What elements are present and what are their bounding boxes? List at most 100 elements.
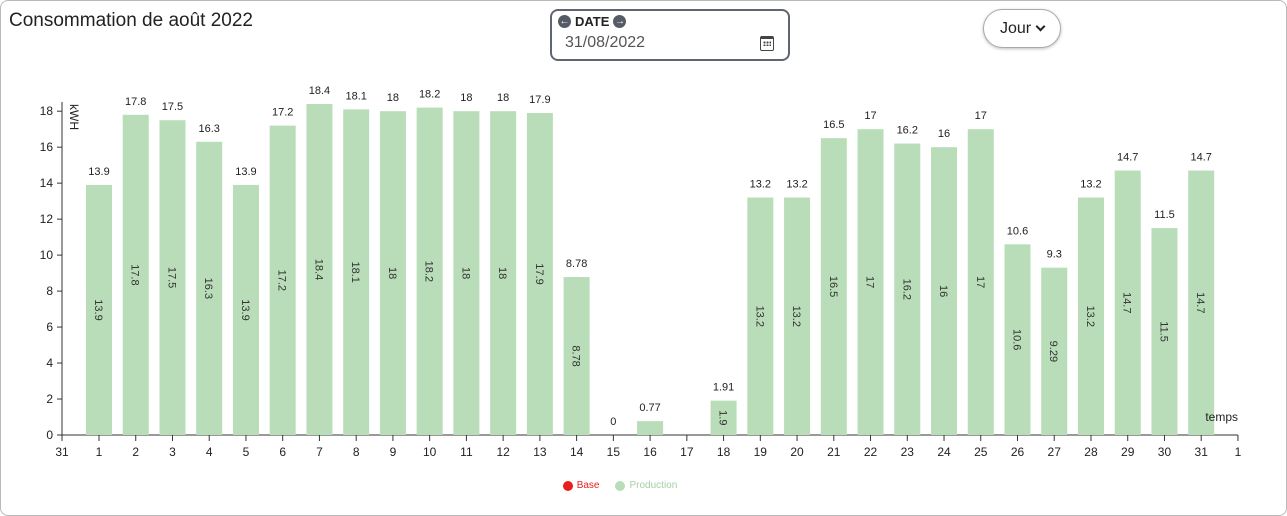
x-tick-label: 22: [864, 445, 878, 459]
bar: [122, 114, 149, 435]
bar-top-label: 13.2: [1080, 179, 1101, 191]
bar-inner-label: 17.8: [129, 264, 141, 285]
bar: [1077, 197, 1104, 435]
legend-item-base[interactable]: Base: [562, 480, 600, 491]
bar: [967, 129, 994, 435]
bar-top-label: 13.9: [235, 166, 256, 178]
x-tick-label: 10: [423, 445, 437, 459]
bar: [637, 421, 664, 435]
bar-inner-label: 17: [974, 276, 986, 288]
bar-inner-label: 16.2: [900, 279, 912, 300]
x-tick-label: 2: [132, 445, 139, 459]
x-tick-label: 13: [533, 445, 547, 459]
bar-top-label: 0: [610, 416, 616, 428]
x-tick-label: 12: [496, 445, 510, 459]
bar: [894, 143, 921, 435]
bar-top-label: 13.2: [750, 179, 771, 191]
bar-top-label: 17.9: [529, 94, 550, 106]
x-tick-label: 8: [353, 445, 360, 459]
x-tick-label: 1: [96, 445, 103, 459]
bar-top-label: 16: [938, 128, 950, 140]
bar-inner-label: 1.9: [717, 410, 729, 425]
bar: [710, 400, 737, 435]
x-tick-label: 4: [206, 445, 213, 459]
calendar-icon[interactable]: [760, 36, 774, 51]
bar-top-label: 13.9: [88, 166, 109, 178]
bar-inner-label: 18: [459, 267, 471, 279]
x-tick-label: 5: [243, 445, 250, 459]
bar: [343, 109, 370, 436]
bar-top-label: 18: [387, 92, 399, 104]
period-select[interactable]: Jour: [983, 9, 1061, 48]
bar-top-label: 16.3: [199, 123, 220, 135]
bar: [1114, 170, 1141, 435]
x-tick-label: 28: [1084, 445, 1098, 459]
bar-top-label: 17: [975, 110, 987, 122]
bar: [86, 184, 112, 435]
x-tick-label: 21: [827, 445, 841, 459]
x-tick-label: 11: [460, 445, 473, 459]
bar-inner-label: 14.7: [1194, 292, 1206, 313]
bar-top-label: 18.4: [309, 85, 330, 97]
bar-inner-label: 10.6: [1011, 329, 1023, 350]
y-tick-label: 16: [40, 140, 54, 154]
x-tick-label: 20: [790, 445, 804, 459]
bar-top-label: 17.5: [162, 101, 183, 113]
x-tick-label: 30: [1158, 445, 1172, 459]
y-tick-label: 0: [46, 428, 53, 442]
x-tick-label: 3: [169, 445, 176, 459]
bar: [526, 112, 553, 435]
bar-top-label: 17: [864, 110, 876, 122]
period-select-value: Jour: [999, 19, 1032, 37]
y-axis-label: kWH: [67, 104, 81, 130]
bar-top-label: 0.77: [639, 402, 660, 414]
bar-top-label: 14.7: [1117, 152, 1138, 164]
chart-legend: Base Production: [0, 480, 1240, 491]
bar-inner-label: 16.5: [827, 276, 839, 297]
bar: [857, 129, 884, 435]
bar: [379, 111, 406, 436]
arrow-right-circle-icon[interactable]: →: [613, 15, 627, 28]
date-picker-header: ← DATE →: [558, 14, 627, 29]
bar: [196, 141, 223, 436]
bar-inner-label: 18.2: [423, 261, 435, 282]
legend-label: Base: [576, 480, 600, 491]
x-tick-label: 27: [1048, 445, 1062, 459]
bar-inner-label: 8.78: [570, 345, 582, 366]
date-picker[interactable]: ← DATE → 31/08/2022: [550, 9, 790, 61]
bar-top-label: 18: [497, 92, 509, 104]
x-tick-label: 14: [570, 445, 584, 459]
date-input[interactable]: 31/08/2022: [565, 34, 646, 51]
x-tick-label: 24: [937, 445, 951, 459]
bar: [820, 138, 847, 435]
bar-inner-label: 18.4: [312, 259, 324, 280]
bar-inner-label: 13.9: [239, 299, 251, 320]
bar: [232, 184, 259, 435]
bar-inner-label: 17.2: [276, 270, 288, 291]
bar: [1151, 228, 1178, 435]
bar-top-label: 18.1: [345, 90, 366, 102]
legend-item-production[interactable]: Production: [615, 480, 677, 491]
arrow-left-circle-icon[interactable]: ←: [558, 15, 571, 28]
bar-inner-label: 14.7: [1121, 292, 1133, 313]
legend-dot-icon: [562, 480, 573, 491]
bar-inner-label: 11.5: [1157, 321, 1169, 342]
bar-inner-label: 18: [496, 267, 508, 279]
bar-top-label: 10.6: [1007, 225, 1028, 237]
bar-top-label: 18.2: [419, 89, 440, 101]
bar: [269, 125, 296, 435]
x-tick-label: 31: [55, 445, 69, 459]
y-tick-label: 4: [46, 356, 53, 370]
y-tick-label: 12: [40, 212, 54, 226]
bar-top-label: 9.3: [1047, 249, 1062, 261]
x-tick-label: 29: [1121, 445, 1135, 459]
bar-top-label: 8.78: [566, 258, 587, 270]
x-tick-label: 31: [1195, 445, 1209, 459]
bar: [931, 147, 958, 435]
x-tick-label: 26: [1011, 445, 1025, 459]
bar: [1041, 267, 1068, 435]
page-title: Consommation de août 2022: [9, 10, 253, 31]
bar: [453, 111, 480, 436]
bar: [1004, 244, 1031, 435]
